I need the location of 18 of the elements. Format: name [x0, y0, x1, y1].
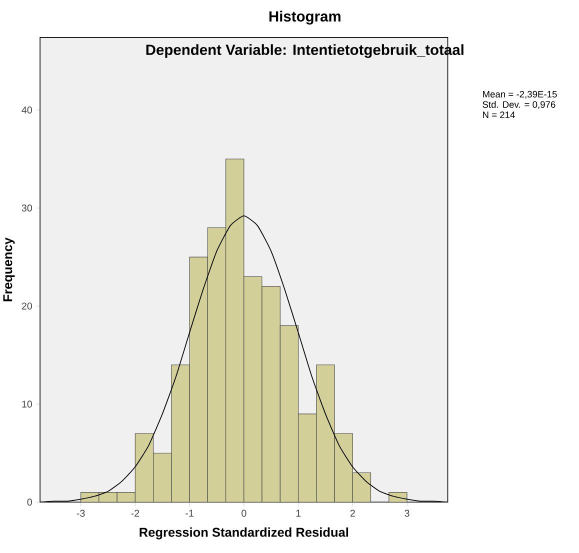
x-axis-title: Regression Standardized Residual: [140, 527, 348, 540]
y-tick-label: 30: [22, 204, 32, 212]
x-tick-label: 3: [404, 510, 410, 517]
x-tick-label: 0: [242, 510, 246, 517]
x-tick-label: 2: [350, 510, 355, 517]
y-tick-label: 0: [27, 498, 32, 506]
x-tick-label: 1: [296, 510, 301, 517]
y-axis-title: Frequency: [3, 237, 15, 302]
y-tick-label: 10: [22, 400, 32, 408]
text: N = 214: [483, 111, 515, 118]
x-tick-label: -3: [76, 510, 85, 517]
text: Std. Dev. = 0,976: [482, 100, 556, 109]
y-tick-label: 20: [22, 302, 32, 310]
text: Mean = -2,39E-15: [483, 90, 557, 99]
x-tick-label: -2: [131, 510, 140, 517]
y-tick-label: 40: [22, 106, 32, 114]
chart-title: Histogram: [269, 10, 340, 25]
x-tick-label: -1: [186, 510, 194, 517]
